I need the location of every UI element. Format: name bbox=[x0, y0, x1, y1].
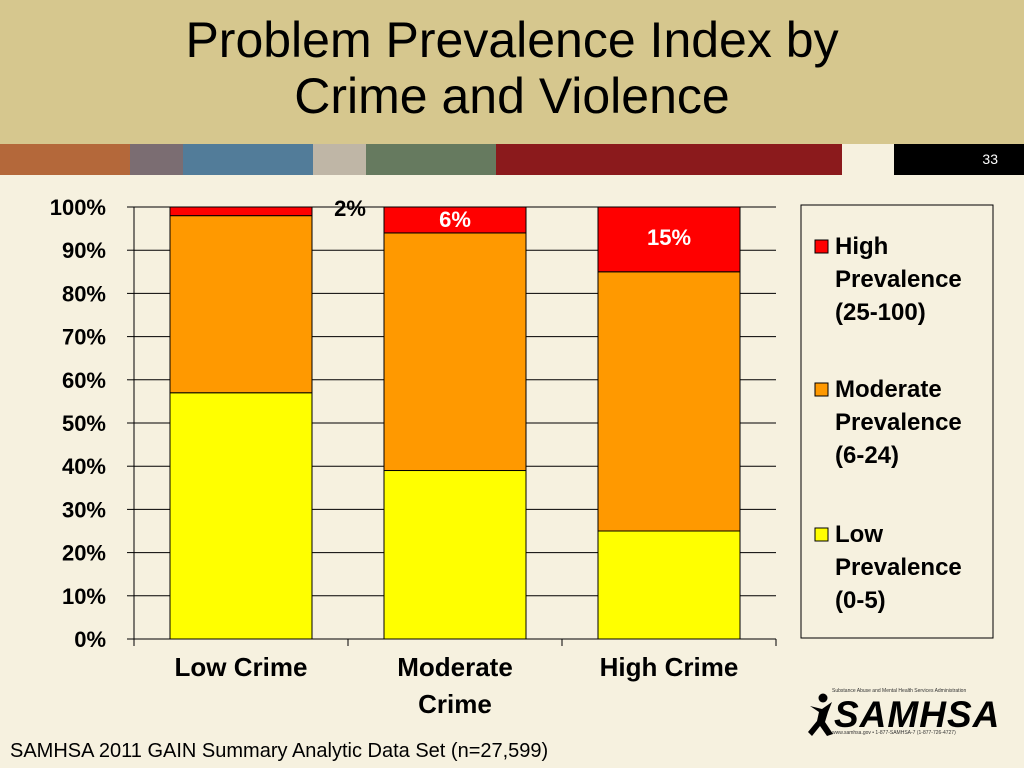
logo-contact: www.samhsa.gov • 1-877-SAMHSA-7 (1-877-7… bbox=[832, 730, 956, 736]
color-stripe bbox=[0, 144, 1024, 175]
stripe-segment bbox=[0, 144, 130, 175]
y-tick-label: 40% bbox=[62, 454, 106, 479]
x-category-label: Moderate bbox=[397, 652, 513, 682]
legend-label: (25-100) bbox=[835, 299, 926, 326]
page-title: Problem Prevalence Index by Crime and Vi… bbox=[0, 12, 1024, 124]
stripe-segment bbox=[130, 144, 183, 175]
stripe-segment bbox=[183, 144, 313, 175]
stacked-bar-chart: 0% 10% 20% 30% 40% 50% 60% 70% 80% 90% 100% Low Cri… bbox=[50, 195, 994, 719]
bar-segment bbox=[383, 206, 527, 234]
y-tick-label: 20% bbox=[62, 541, 106, 566]
stripe-segment bbox=[366, 144, 496, 175]
slide-number: 33 bbox=[894, 144, 1024, 175]
bar-segment bbox=[169, 215, 313, 394]
bar-segment bbox=[597, 206, 741, 273]
data-label: 15% bbox=[647, 225, 691, 250]
legend-label: Prevalence bbox=[835, 409, 962, 436]
legend-label: Moderate bbox=[835, 376, 942, 403]
stripe-segment bbox=[842, 144, 894, 175]
legend-swatch bbox=[814, 527, 829, 542]
source-footnote: SAMHSA 2011 GAIN Summary Analytic Data S… bbox=[10, 740, 549, 762]
legend-label: (6-24) bbox=[835, 442, 899, 469]
title-band bbox=[0, 0, 1024, 144]
stripe-segment bbox=[496, 144, 842, 175]
title-line-2: Crime and Violence bbox=[294, 68, 730, 124]
bar-segment bbox=[383, 232, 527, 472]
legend-label: Prevalence bbox=[835, 554, 962, 581]
logo-tagline: Substance Abuse and Mental Health Servic… bbox=[832, 688, 967, 694]
x-category-label: Crime bbox=[418, 689, 492, 719]
bar-segment bbox=[597, 271, 741, 532]
bar-segment bbox=[383, 470, 527, 640]
y-tick-label: 60% bbox=[62, 368, 106, 393]
person-figure-icon bbox=[808, 693, 833, 736]
y-tick-label: 70% bbox=[62, 325, 106, 350]
bar-segment bbox=[597, 530, 741, 640]
x-category-label: Low Crime bbox=[175, 652, 308, 682]
y-tick-label: 100% bbox=[50, 195, 106, 220]
y-tick-label: 50% bbox=[62, 411, 106, 436]
y-tick-label: 30% bbox=[62, 497, 106, 522]
legend-swatch bbox=[814, 382, 829, 397]
x-category-label: High Crime bbox=[600, 652, 739, 682]
y-tick-label: 0% bbox=[74, 627, 106, 652]
title-line-1: Problem Prevalence Index by bbox=[185, 12, 839, 68]
y-tick-label: 10% bbox=[62, 584, 106, 609]
bar-segment bbox=[169, 206, 313, 217]
legend-swatch bbox=[814, 239, 829, 254]
data-label: 2% bbox=[334, 196, 366, 221]
stripe-segment bbox=[313, 144, 366, 175]
bar-segment bbox=[169, 392, 313, 640]
y-tick-label: 90% bbox=[62, 238, 106, 263]
legend-box bbox=[800, 204, 994, 639]
logo-wordmark: SAMHSA bbox=[834, 694, 1001, 735]
legend-label: (0-5) bbox=[835, 587, 886, 614]
samhsa-logo: Substance Abuse and Mental Health Servic… bbox=[806, 688, 999, 740]
legend-label: High bbox=[835, 233, 888, 260]
y-tick-label: 80% bbox=[62, 281, 106, 306]
legend-label: Prevalence bbox=[835, 266, 962, 293]
data-label: 6% bbox=[439, 207, 471, 232]
legend-label: Low bbox=[835, 521, 883, 548]
